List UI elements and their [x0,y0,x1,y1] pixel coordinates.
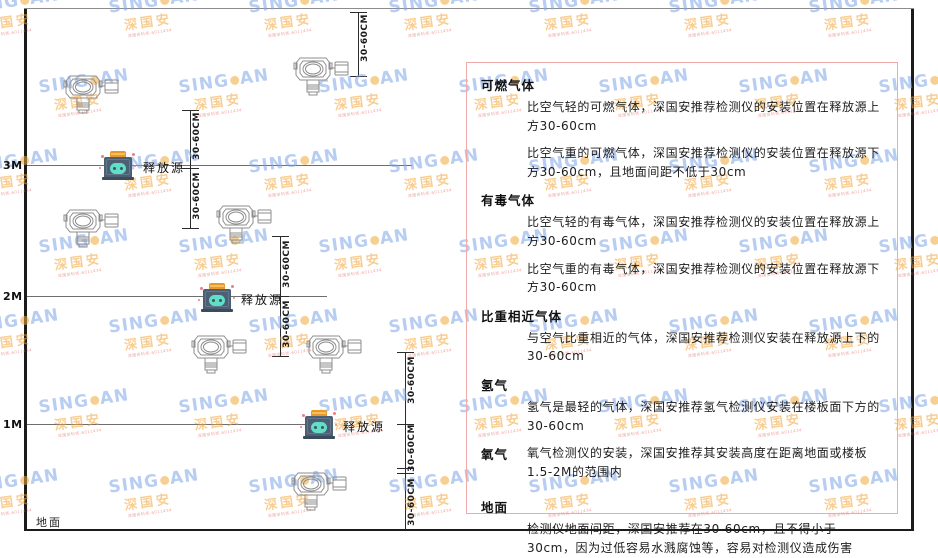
gas-detector-icon [215,198,277,252]
dimension-label: 30-60CM [407,478,417,526]
dimension-label: 30-60CM [192,112,202,160]
dimension-line [190,110,191,168]
section-heading-hydrogen: 氢气 [481,377,509,393]
info-panel-content: 可燃气体 比空气轻的可燃气体，深国安推荐检测仪的安装位置在释放源上方30-60c… [467,63,897,558]
dimension-label: 30-60CM [360,14,370,62]
info-panel: 可燃气体 比空气轻的可燃气体，深国安推荐检测仪的安装位置在释放源上方30-60c… [466,62,898,555]
dimension-line [405,352,406,530]
dimension-tick [182,228,199,229]
dimension-tick [397,424,414,425]
section-paragraph: 与空气比重相近的气体，深国安推荐检测仪安装在释放源上下的30-60cm [527,330,880,364]
dimension-tick [272,236,289,237]
section-oxygen: 氧气 氧气检测仪的安装，深国安推荐其安装高度在距离地面或楼板1.5-2M的范围内 [481,444,883,481]
ground-line [24,529,914,531]
gas-detector-icon [290,465,352,519]
section-heading-ground: 地面 [481,500,509,516]
dimension-tick [397,473,414,474]
dimension-label: 30-60CM [407,424,417,472]
level-line-2m [27,296,327,297]
release-source-label: 释放源 [143,161,186,175]
dimension-line [358,12,359,76]
gas-detector-icon [62,68,124,122]
level-line-3m [27,165,412,166]
section-paragraph: 比空气轻的有毒气体，深国安推荐检测仪的安装位置在释放源上方30-60cm [527,215,880,248]
level-line-1m [27,424,317,425]
gas-detector-icon [190,328,252,382]
release-source-icon [300,409,337,439]
dimension-label: 30-60CM [192,172,202,220]
dimension-tick [272,296,289,297]
top-border [24,8,914,9]
section-paragraph: 比空气重的有毒气体，深国安推荐检测仪的安装位置在释放源下方30-60cm [527,261,880,295]
section-paragraph: 检测仪地面间距，深国安推荐在30-60cm，且不得小于30cm，因为过低容易水溅… [527,522,853,555]
section-paragraph: 比空气轻的可燃气体，深国安推荐检测仪的安装位置在释放源上方30-60cm [527,100,880,133]
gas-detector-icon [292,50,354,104]
release-source-label: 释放源 [343,420,386,434]
dimension-label: 30-60CM [407,356,417,404]
dimension-tick [397,468,414,469]
dimension-tick [182,110,199,111]
section-paragraph: 比空气重的可燃气体，深国安推荐检测仪的安装位置在释放源下方30-60cm，且地面… [527,146,880,179]
dimension-tick [350,12,367,13]
dimension-tick [397,352,414,353]
ground-label: 地面 [36,516,62,529]
dimension-line [190,168,191,228]
dimension-label: 30-60CM [282,240,292,288]
dimension-label: 30-60CM [282,300,292,348]
right-border [911,8,914,531]
gas-detector-icon [62,202,124,256]
level-label-3m: 3M [3,159,23,172]
dimension-tick [350,76,367,77]
section-heading-oxygen: 氧气 [481,447,509,463]
section-heading-combustible: 可燃气体 [481,78,536,93]
release-source-label: 释放源 [241,293,284,307]
release-source-icon [99,150,136,180]
level-label-1m: 1M [3,418,23,431]
section-heading-similar-density: 比重相近气体 [481,308,563,324]
gas-detector-icon [305,328,367,382]
level-label-2m: 2M [3,290,23,303]
section-heading-toxic: 有毒气体 [481,193,536,209]
section-paragraph: 氧气检测仪的安装，深国安推荐其安装高度在距离地面或楼板1.5-2M的范围内 [527,446,868,479]
vertical-axis [24,8,27,531]
section-paragraph: 氢气是最轻的气体，深国安推荐氢气检测仪安装在楼板面下方的30-60cm [527,399,880,433]
dimension-tick [272,356,289,357]
release-source-icon [198,282,235,312]
